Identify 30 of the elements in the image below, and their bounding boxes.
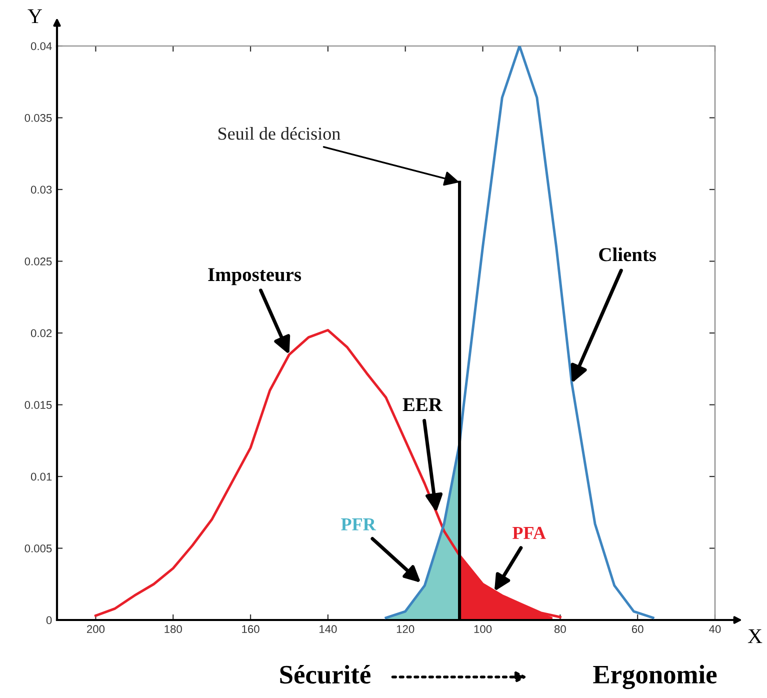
x-tick-label: 140	[320, 625, 337, 634]
line-series	[384, 46, 654, 620]
annotation: PFA	[512, 526, 546, 539]
x-tick-label: 120	[396, 625, 414, 634]
y-tick-label: 0.04	[30, 42, 52, 50]
x-tick-label: 40	[709, 625, 721, 634]
y-tick-label: 0	[46, 616, 52, 624]
y-tick-label: 0.02	[30, 329, 52, 338]
line-series	[94, 328, 562, 618]
y-tick-label: 0.025	[24, 258, 52, 266]
annotation: Seuil de décision	[218, 127, 340, 140]
x-tick-label: 180	[164, 625, 182, 634]
x-tick-label: 160	[242, 625, 260, 634]
y-tick-label: 0.015	[24, 401, 52, 409]
x-tick-label: 200	[86, 625, 105, 634]
x-tick-label: 100	[474, 625, 492, 634]
y-tick-label: 0.03	[30, 186, 52, 194]
y-tick-label: 0.01	[30, 472, 52, 481]
x-tick-label: 60	[632, 625, 644, 634]
annotation: Clients	[599, 248, 656, 262]
y-tick-label: 0.005	[24, 544, 52, 552]
annotation: PFR	[341, 518, 376, 530]
y-axis-title: Y	[28, 9, 42, 24]
text: Sécurité	[280, 665, 370, 684]
x-axis-title: X	[748, 629, 762, 644]
annotation: Imposteurs	[208, 268, 302, 286]
x-tick-label: 80	[554, 625, 566, 634]
text: Ergonomie	[593, 664, 717, 690]
annotation: EER	[402, 398, 443, 412]
y-tick-label: 0.035	[24, 114, 52, 122]
